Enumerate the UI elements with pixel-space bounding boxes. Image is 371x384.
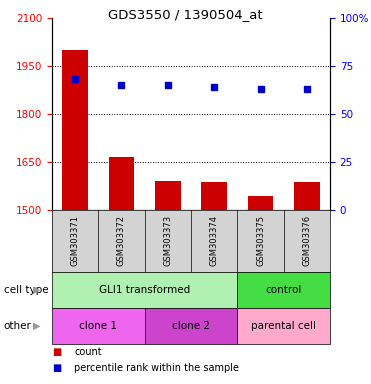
Text: count: count [74, 347, 102, 357]
Bar [52, 272, 237, 308]
Text: GDS3550 / 1390504_at: GDS3550 / 1390504_at [108, 8, 263, 21]
Bar [109, 157, 134, 210]
Bar [248, 195, 273, 210]
Text: GSM303371: GSM303371 [70, 215, 80, 266]
Bar [155, 181, 181, 210]
Text: ■: ■ [52, 347, 61, 357]
Bar [294, 182, 319, 210]
Bar [237, 308, 330, 344]
Bar [62, 50, 88, 210]
Text: parental cell: parental cell [251, 321, 316, 331]
Text: ▶: ▶ [33, 321, 41, 331]
Text: GLI1 transformed: GLI1 transformed [99, 285, 190, 295]
Text: GSM303376: GSM303376 [302, 215, 311, 266]
Text: GSM303374: GSM303374 [210, 215, 219, 266]
Text: other: other [4, 321, 32, 331]
Bar [237, 272, 330, 308]
Text: GSM303373: GSM303373 [163, 215, 173, 266]
Bar [201, 182, 227, 210]
Text: GSM303375: GSM303375 [256, 215, 265, 266]
Text: cell type: cell type [4, 285, 48, 295]
Text: clone 1: clone 1 [79, 321, 117, 331]
Text: clone 2: clone 2 [172, 321, 210, 331]
Text: percentile rank within the sample: percentile rank within the sample [74, 363, 239, 373]
Bar [145, 308, 237, 344]
Text: ▶: ▶ [33, 285, 41, 295]
Bar [52, 308, 145, 344]
Text: control: control [266, 285, 302, 295]
Text: GSM303372: GSM303372 [117, 215, 126, 266]
Text: ■: ■ [52, 363, 61, 373]
